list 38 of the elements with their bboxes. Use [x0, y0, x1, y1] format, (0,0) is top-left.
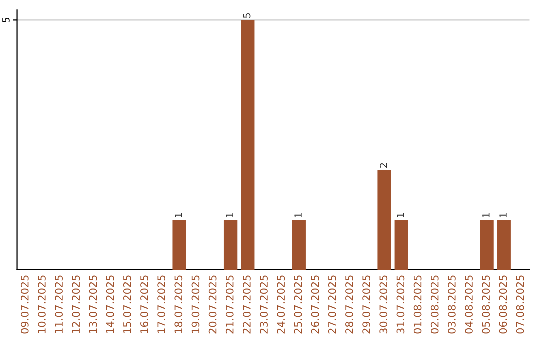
x-tick-label: 23.07.2025 — [260, 276, 268, 334]
x-tick-label: 16.07.2025 — [140, 276, 148, 334]
x-tick-label: 04.08.2025 — [465, 276, 473, 334]
data-label: 1 — [482, 213, 490, 218]
x-tick-label: 20.07.2025 — [208, 276, 217, 334]
data-label: 1 — [294, 213, 302, 218]
x-tick-label: 14.07.2025 — [106, 276, 114, 334]
x-tick-label: 15.07.2025 — [123, 276, 132, 334]
data-label: 1 — [226, 213, 234, 218]
data-label: 2 — [380, 163, 388, 168]
x-tick-label: 01.08.2025 — [414, 276, 422, 334]
x-tick-label: 10.07.2025 — [38, 276, 46, 334]
x-tick-label: 13.07.2025 — [89, 276, 98, 334]
x-tick-label: 17.07.2025 — [158, 276, 166, 334]
x-tick-label: 21.07.2025 — [226, 276, 234, 334]
x-tick-label: 28.07.2025 — [346, 276, 354, 334]
x-tick-label: 02.08.2025 — [430, 276, 439, 334]
x-tick-label: 22.07.2025 — [243, 276, 251, 334]
data-label: 5 — [243, 13, 251, 18]
x-tick-label: 07.08.2025 — [516, 276, 524, 334]
data-label: 1 — [500, 213, 507, 218]
x-tick-label: 12.07.2025 — [72, 276, 80, 334]
x-tick-label: 06.08.2025 — [499, 276, 508, 334]
x-tick-label: 24.07.2025 — [277, 276, 286, 334]
x-tick-label: 05.08.2025 — [482, 276, 490, 334]
x-tick-label: 30.07.2025 — [380, 276, 388, 334]
x-tick-label: 11.07.2025 — [55, 276, 64, 334]
data-label: 1 — [175, 213, 182, 218]
x-tick-label: 25.07.2025 — [294, 276, 302, 334]
x-tick-label: 19.07.2025 — [192, 276, 200, 334]
x-tick-label: 26.07.2025 — [311, 276, 320, 334]
x-tick-label: 03.08.2025 — [448, 276, 456, 334]
x-tick-label: 18.07.2025 — [174, 276, 183, 334]
data-label: 1 — [397, 213, 404, 218]
x-tick-label: 27.07.2025 — [328, 276, 336, 334]
x-tick-label: 09.07.2025 — [20, 276, 29, 334]
x-tick-label: 31.07.2025 — [396, 276, 405, 334]
x-tick-label: 29.07.2025 — [362, 276, 370, 334]
